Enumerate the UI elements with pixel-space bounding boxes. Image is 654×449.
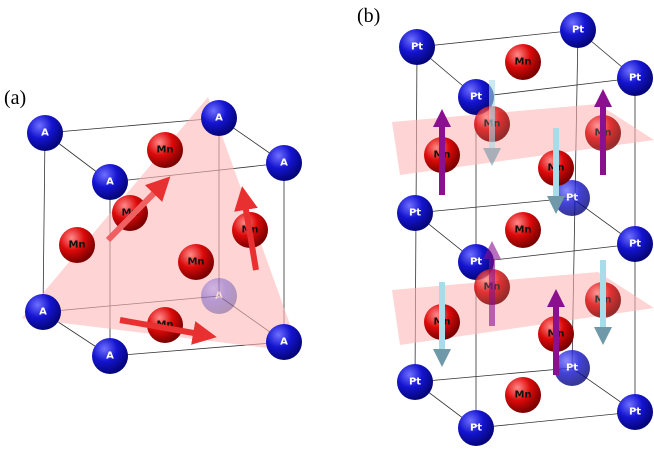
atom-label: Pt [629, 73, 641, 84]
panel-label: (b) [357, 5, 380, 27]
atom-label: A [106, 177, 114, 188]
atom-label: Mn [156, 145, 173, 156]
atom: A [266, 324, 302, 360]
atom-label: A [106, 351, 114, 362]
atom-label: A [215, 113, 223, 124]
atom-label: Pt [470, 257, 482, 268]
atom: A [92, 338, 128, 374]
atom: A [25, 294, 61, 330]
atom-label: Pt [409, 208, 421, 219]
atom: Mn [505, 377, 541, 413]
atom-label: Pt [566, 363, 578, 374]
atom-label: Pt [411, 42, 423, 53]
atom: Mn [112, 195, 148, 231]
atom: Pt [617, 226, 653, 262]
atom: Pt [617, 60, 653, 96]
atom-label: Mn [514, 390, 531, 401]
atom: Mn [59, 227, 95, 263]
atom: Mn [505, 44, 541, 80]
atom-label: Mn [187, 257, 204, 268]
atom: Pt [397, 195, 433, 231]
atom: Mn [178, 244, 214, 280]
atom-label: A [215, 291, 223, 302]
atom-label: A [39, 307, 47, 318]
atom-label: Pt [470, 423, 482, 434]
atom-label: Pt [409, 377, 421, 388]
atom-label: Pt [566, 193, 578, 204]
figure: (a) (b) A A A A A A A A Mn Mn Mn Mn Mn Mn Pt Pt Pt Pt Pt Pt… [0, 0, 654, 449]
atom: Pt [617, 394, 653, 430]
atom-label: A [41, 128, 49, 139]
atom: A [27, 115, 63, 151]
atom-label: Mn [514, 57, 531, 68]
atom: Pt [458, 410, 494, 446]
atom: A [201, 100, 237, 136]
atom-label: Pt [629, 407, 641, 418]
atom: A [266, 145, 302, 181]
atom: Pt [399, 29, 435, 65]
panel-label: (a) [4, 87, 26, 109]
atom: A [92, 164, 128, 200]
atom: Pt [560, 12, 596, 48]
atom-label: A [280, 337, 288, 348]
atom: Pt [554, 350, 590, 386]
atom-label: Pt [572, 25, 584, 36]
atom-label: Pt [470, 92, 482, 103]
atom: Mn [147, 132, 183, 168]
atom-label: Mn [68, 240, 85, 251]
atom: Mn [505, 212, 541, 248]
atom-label: Mn [514, 225, 531, 236]
atom: Pt [397, 364, 433, 400]
atom-label: Pt [629, 239, 641, 250]
atom-label: A [280, 158, 288, 169]
atom: A [201, 278, 237, 314]
